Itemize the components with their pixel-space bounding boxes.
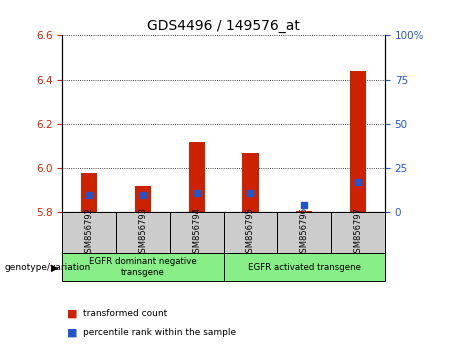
Bar xyxy=(242,153,259,212)
Text: GSM856796: GSM856796 xyxy=(300,207,309,258)
Bar xyxy=(278,212,331,253)
Text: GSM856795: GSM856795 xyxy=(246,207,255,258)
Bar xyxy=(224,253,385,281)
Text: percentile rank within the sample: percentile rank within the sample xyxy=(83,328,236,337)
Text: GSM856797: GSM856797 xyxy=(354,207,362,258)
Bar xyxy=(170,212,224,253)
Bar xyxy=(331,212,385,253)
Text: GSM856794: GSM856794 xyxy=(192,207,201,258)
Text: ■: ■ xyxy=(67,308,77,318)
Bar xyxy=(62,212,116,253)
Title: GDS4496 / 149576_at: GDS4496 / 149576_at xyxy=(147,19,300,33)
Text: transformed count: transformed count xyxy=(83,309,167,318)
Bar xyxy=(189,142,205,212)
Text: GSM856792: GSM856792 xyxy=(85,207,94,258)
Bar xyxy=(224,212,278,253)
Bar xyxy=(116,212,170,253)
Text: EGFR dominant negative
transgene: EGFR dominant negative transgene xyxy=(89,257,197,277)
Text: GSM856793: GSM856793 xyxy=(138,207,148,258)
Text: genotype/variation: genotype/variation xyxy=(5,263,91,272)
Text: EGFR activated transgene: EGFR activated transgene xyxy=(248,263,361,272)
Text: ■: ■ xyxy=(67,328,77,338)
Bar xyxy=(296,211,313,212)
Bar xyxy=(135,186,151,212)
Text: ▶: ▶ xyxy=(51,262,58,272)
Bar xyxy=(81,172,97,212)
Bar xyxy=(350,71,366,212)
Bar xyxy=(62,253,224,281)
